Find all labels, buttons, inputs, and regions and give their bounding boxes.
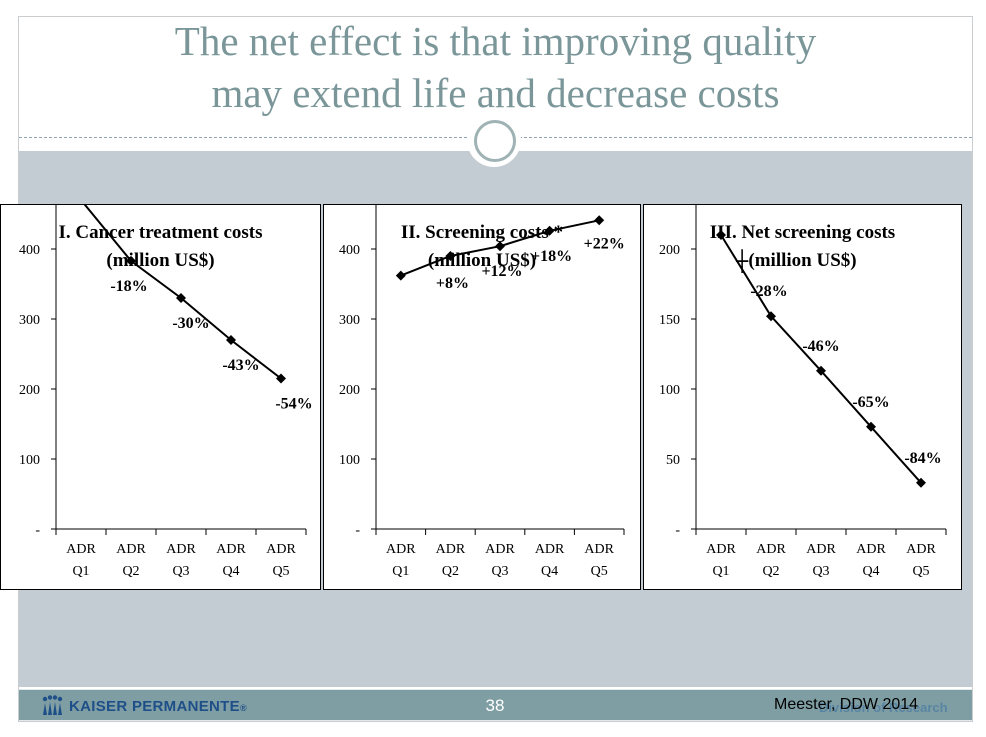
chart-panel-screening-costs: -100200300400500ADRQ1ADRQ2ADRQ3ADRQ4ADRQ…: [323, 204, 641, 590]
data-point: [716, 230, 726, 240]
data-point: [445, 251, 456, 261]
x-tick-label: ADR: [485, 542, 515, 557]
y-tick-label: 300: [19, 313, 40, 328]
x-tick-label: ADR: [584, 542, 614, 557]
y-tick-label: 100: [659, 383, 680, 398]
data-label: -28%: [750, 283, 787, 300]
data-label: +12%: [481, 263, 522, 280]
cursor-icon: ┼: [736, 249, 749, 273]
x-tick-label: ADR: [386, 542, 416, 557]
kaiser-logo-icon: [42, 695, 63, 715]
y-tick-label: 150: [659, 313, 680, 328]
data-label: +8%: [436, 275, 469, 292]
x-tick-label: Q1: [72, 564, 89, 579]
y-tick-label: 100: [339, 453, 360, 468]
chart-title-line-1: I. Cancer treatment costs: [58, 222, 263, 243]
x-tick-label: Q4: [862, 564, 879, 579]
x-tick-label: ADR: [856, 542, 886, 557]
division-text: Division of Research: [819, 700, 948, 715]
x-tick-label: ADR: [906, 542, 936, 557]
y-tick-label: 400: [339, 243, 360, 258]
data-label: -84%: [904, 450, 941, 467]
title-line-1: The net effect is that improving quality: [174, 18, 817, 64]
y-tick-label: -: [675, 523, 680, 538]
x-tick-label: ADR: [266, 542, 296, 557]
y-tick-label: 400: [19, 243, 40, 258]
chart-svg: -50100150200250ADRQ1ADRQ2ADRQ3ADRQ4ADRQ5…: [659, 205, 947, 579]
x-tick-label: Q5: [272, 564, 289, 579]
x-tick-label: ADR: [66, 542, 96, 557]
x-tick-label: Q5: [591, 564, 608, 579]
x-tick-label: ADR: [535, 542, 565, 557]
x-tick-label: Q1: [392, 564, 409, 579]
data-point: [126, 255, 136, 266]
x-tick-label: Q3: [812, 564, 829, 579]
data-label: -30%: [172, 315, 209, 332]
data-label: +22%: [584, 235, 625, 252]
x-tick-label: ADR: [756, 542, 786, 557]
x-tick-label: ADR: [806, 542, 836, 557]
chart-title-line-2: (million US$): [106, 250, 215, 271]
x-tick-label: Q1: [712, 564, 729, 579]
data-label: -54%: [275, 396, 312, 413]
chart-panel-net-screening-costs: -50100150200250ADRQ1ADRQ2ADRQ3ADRQ4ADRQ5…: [643, 204, 962, 590]
x-tick-label: Q3: [491, 564, 508, 579]
data-point: [276, 373, 286, 384]
x-tick-label: ADR: [116, 542, 146, 557]
data-point: [916, 477, 926, 488]
x-tick-label: ADR: [166, 542, 196, 557]
x-tick-label: Q2: [122, 564, 139, 579]
y-tick-label: -: [35, 523, 40, 538]
chart-title-line-2: (million US$): [748, 250, 857, 271]
footer-bar: [19, 690, 972, 720]
y-tick-label: 200: [19, 383, 40, 398]
title-line-2: may extend life and decrease costs: [211, 70, 780, 116]
data-point: [594, 215, 605, 226]
data-point: [226, 335, 236, 345]
data-label: -46%: [802, 338, 839, 355]
data-point: [495, 241, 505, 252]
chart-svg: -100200300400500ADRQ1ADRQ2ADRQ3ADRQ4ADRQ…: [19, 205, 313, 579]
chart-panel-cancer-treatment-costs: -100200300400500ADRQ1ADRQ2ADRQ3ADRQ4ADRQ…: [0, 204, 321, 590]
data-point: [766, 311, 776, 322]
citation: Meester, DDW 2014: [774, 696, 919, 713]
data-label: -65%: [852, 394, 889, 411]
data-point: [395, 270, 406, 281]
data-point: [866, 421, 876, 432]
logo-registered-mark: ®: [239, 703, 247, 713]
page-number: 38: [485, 696, 505, 715]
data-label: -18%: [110, 278, 147, 295]
y-tick-label: 300: [339, 313, 360, 328]
x-tick-label: ADR: [706, 542, 736, 557]
x-tick-label: ADR: [216, 542, 246, 557]
chart-title-line-1: II. Screening costs *: [400, 222, 564, 243]
slide-title: The net effect is that improving quality…: [19, 17, 972, 137]
x-tick-label: Q2: [762, 564, 779, 579]
x-tick-label: Q3: [172, 564, 189, 579]
chart-title-line-2: (million US$): [427, 250, 537, 271]
x-tick-label: ADR: [436, 542, 466, 557]
chart-title-line-1: III. Net screening costs: [709, 222, 896, 243]
x-tick-label: Q2: [442, 564, 459, 579]
kaiser-permanente-logo: KAISER PERMANENTE®: [69, 698, 247, 715]
y-tick-label: 200: [659, 243, 680, 258]
chart-svg: -100200300400500ADRQ1ADRQ2ADRQ3ADRQ4ADRQ…: [339, 205, 625, 579]
data-label: -43%: [222, 357, 259, 374]
data-point: [176, 293, 186, 303]
x-tick-label: Q4: [222, 564, 239, 579]
y-tick-label: 50: [666, 453, 680, 468]
data-point: [544, 225, 555, 236]
y-tick-label: 200: [339, 383, 360, 398]
y-tick-label: -: [355, 523, 360, 538]
logo-text: KAISER PERMANENTE: [69, 698, 240, 715]
ring-ornament-inner: [474, 120, 516, 162]
x-tick-label: Q4: [541, 564, 558, 579]
y-tick-label: 100: [19, 453, 40, 468]
x-tick-label: Q5: [912, 564, 929, 579]
data-point: [816, 365, 826, 376]
data-label: +18%: [531, 248, 572, 265]
